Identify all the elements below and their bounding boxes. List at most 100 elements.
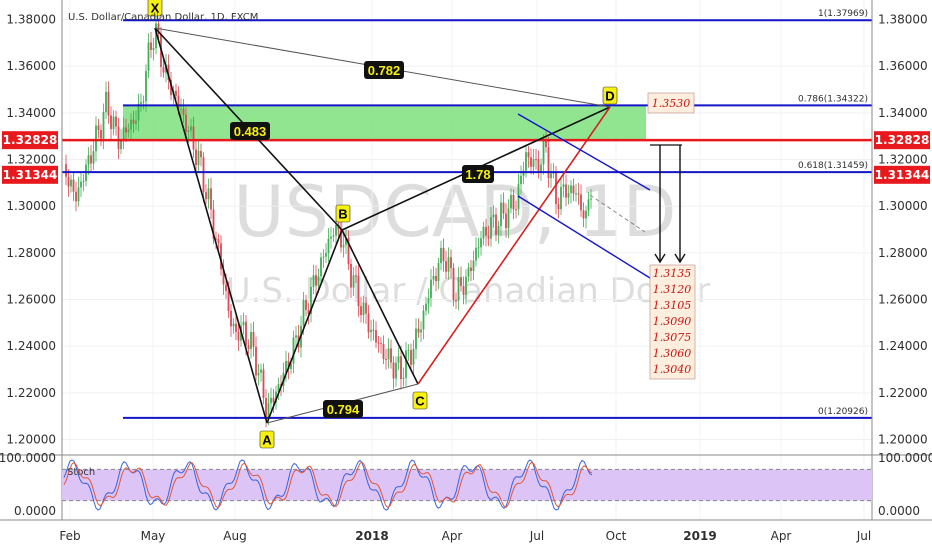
candle-body [577,193,580,195]
candle-body [250,332,252,349]
candle-body [255,346,257,376]
candle-body [525,152,527,171]
candle-body [352,275,355,288]
candle-body [270,397,272,404]
candle-body [177,95,180,109]
candle-body [497,226,500,235]
candle-body [507,208,510,229]
point-c-badge [412,391,428,410]
candle-body [427,297,430,304]
candle-body [505,213,507,229]
candle-body [542,140,545,165]
time-tick: Apr [771,529,792,543]
price-badge-right [874,131,930,150]
pattern-leg-bc [341,229,419,385]
ratio-badge [364,61,404,79]
price-badge-left-text: 1.32828 [3,133,58,147]
candle-body [225,284,227,291]
target-arrow-left-head [654,253,666,264]
point-a-badge [259,430,275,449]
candle-body [380,343,382,345]
candle-body [292,337,295,364]
candle-body [530,157,532,167]
candle-body [190,126,192,131]
price-badge-left [2,131,58,150]
point-d-label: D [605,89,614,104]
candle-body [580,194,582,211]
candle-body [550,173,552,179]
point-b-badge [335,204,351,223]
candle-body [492,214,495,218]
candle-body [452,268,455,300]
zone-layer [123,105,646,141]
candle-body [565,184,567,198]
candle-body [137,103,140,121]
price-tick-left: 1.30000 [6,199,56,213]
time-tick: Jul [856,529,871,543]
candle-body [195,149,197,166]
candle-body [557,204,560,210]
fib-level-label: 0.618(1.31459) [798,161,868,171]
price-pane[interactable] [62,0,872,455]
candle-body [247,345,250,349]
candle-body [402,377,405,380]
candle-body [347,237,350,264]
price-tick-right: 1.38000 [878,13,928,27]
candle-body [287,360,290,370]
candle-body [555,171,557,205]
candle-body [150,42,152,50]
price-tick-left: 1.28000 [6,246,56,260]
ratio-label: 0.794 [327,402,360,417]
candle-body [417,328,420,333]
candle-body [272,397,275,403]
watermark-name: U.S. Dollar / Canadian Dollar [226,271,711,311]
candle-body [185,114,187,132]
candle-body [470,267,472,272]
candle-body [480,238,482,248]
ratio-label: 0.483 [234,124,267,139]
ratio-badge [462,165,494,183]
candle-body [242,321,245,326]
ratio-badge [230,122,270,140]
stoch-k-line [63,459,593,511]
candle-body [360,306,362,316]
candle-body [180,108,182,110]
stoch-band [62,469,872,501]
candle-body [205,192,207,200]
point-x-badge [147,0,163,17]
candle-body [540,164,542,173]
candle-body [117,126,120,150]
ratio-label: 1.78 [465,167,490,182]
candle-body [475,247,477,261]
target-value: 1.3090 [653,315,692,328]
candle-body [365,302,367,314]
price-badge-right-text: 1.31344 [875,168,930,182]
candle-body [175,90,177,96]
candle-body [285,360,287,373]
candle-body [82,180,85,182]
candle-body [527,152,530,158]
candle-body [445,261,447,272]
point-a-label: A [262,433,272,448]
candle-body [322,256,325,258]
candle-body [67,176,70,187]
price-tick-left: 1.24000 [6,339,56,353]
point-c-label: C [415,394,425,409]
candle-body [422,310,425,330]
candle-body [145,70,147,102]
candle-body [560,187,562,210]
candle-body [210,188,212,210]
candle-body [465,276,467,295]
candle-body [377,342,380,344]
stoch-pane: Stoch 100.0000 0.0000 100.0000 0.0000 [0,451,932,518]
candle-body [197,150,200,166]
candle-body [115,116,117,127]
target-value: 1.3060 [653,347,692,360]
target-list-box [649,264,696,380]
candle-body [262,369,265,399]
candle-body [277,384,280,392]
price-tick-right: 1.24000 [878,339,928,353]
candle-body [290,363,292,370]
candle-body [245,321,247,346]
